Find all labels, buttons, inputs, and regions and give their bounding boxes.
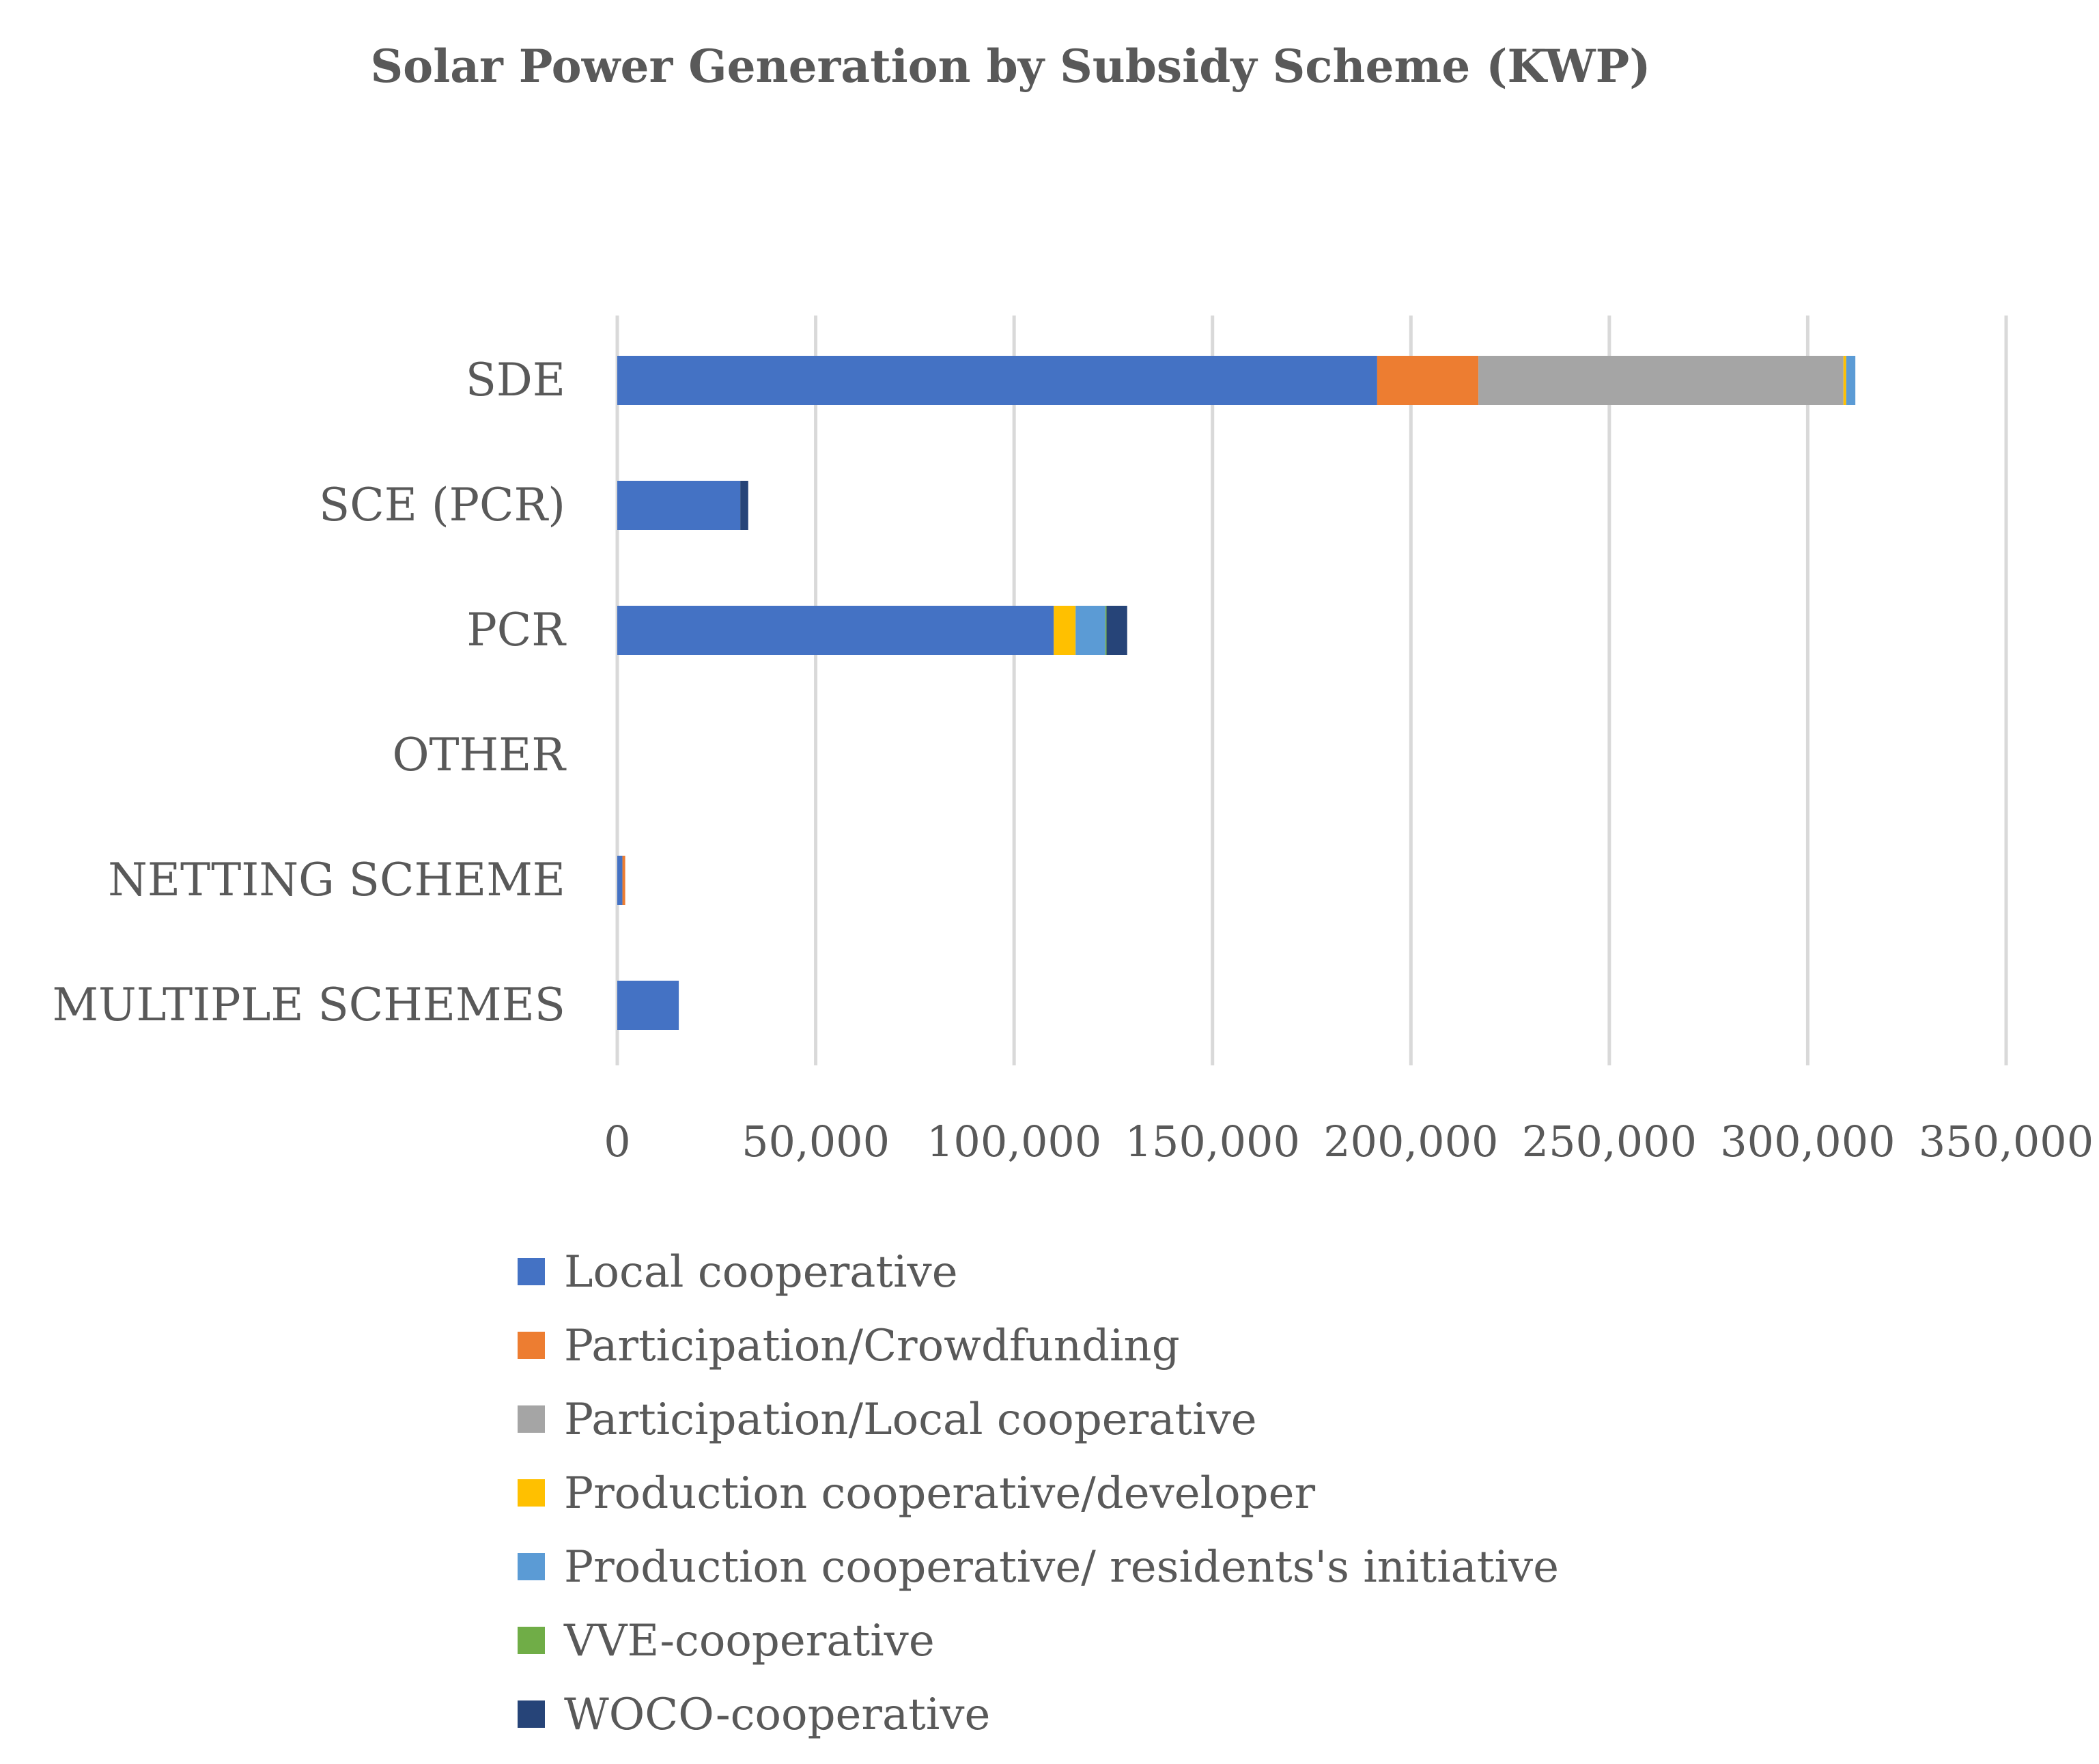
x-tick-labels: 0 50,000 100,000 150,000 200,000 250,000 300,0… xyxy=(604,1117,2094,1166)
bar-segment xyxy=(1075,606,1105,655)
legend-swatch xyxy=(518,1553,545,1580)
legend-swatch xyxy=(518,1405,545,1433)
bar-segment xyxy=(617,356,1377,405)
legend-label: WOCO-cooperative xyxy=(564,1690,990,1740)
category-label: MULTIPLE SCHEMES xyxy=(52,979,565,1031)
category-label: PCR xyxy=(466,604,567,656)
x-tick-label: 150,000 xyxy=(1125,1117,1300,1166)
legend-swatch xyxy=(518,1332,545,1359)
bar-segment xyxy=(617,606,1054,655)
bar-segment xyxy=(1846,356,1856,405)
bar-segment xyxy=(740,481,748,530)
bar-segment xyxy=(622,856,625,905)
legend-swatch xyxy=(518,1627,545,1654)
x-tick-label: 100,000 xyxy=(927,1117,1101,1166)
bar-segment xyxy=(1843,356,1846,405)
x-tick-label: 200,000 xyxy=(1323,1117,1498,1166)
category-label: OTHER xyxy=(392,729,567,781)
legend-label: Participation/Crowdfunding xyxy=(564,1321,1180,1371)
x-tick-label: 0 xyxy=(604,1117,630,1166)
legend-swatch xyxy=(518,1700,545,1728)
bar-segment xyxy=(617,981,679,1030)
legend-swatch xyxy=(518,1258,545,1285)
chart-title: Solar Power Generation by Subsidy Scheme… xyxy=(371,40,1651,93)
x-tick-label: 300,000 xyxy=(1720,1117,1895,1166)
x-tick-label: 350,000 xyxy=(1919,1117,2094,1166)
bar-segment xyxy=(1377,356,1479,405)
category-label: SCE (PCR) xyxy=(319,479,565,531)
x-tick-label: 250,000 xyxy=(1522,1117,1697,1166)
bar-segment xyxy=(617,481,741,530)
legend: Local cooperative Participation/Crowdfund… xyxy=(518,1247,1559,1740)
legend-label: Participation/Local cooperative xyxy=(564,1395,1257,1445)
category-labels: SDE SCE (PCR) PCR OTHER NETTING SCHEME MULTIP… xyxy=(52,354,567,1031)
legend-label: Local cooperative xyxy=(564,1247,958,1298)
legend-swatch xyxy=(518,1479,545,1507)
bar-segment xyxy=(1478,356,1844,405)
bar-segment xyxy=(1105,606,1107,655)
bar-segment xyxy=(1106,606,1127,655)
legend-label: VVE-cooperative xyxy=(563,1616,935,1666)
category-label: SDE xyxy=(466,354,565,406)
x-tick-label: 50,000 xyxy=(742,1117,890,1166)
bars xyxy=(617,356,1856,1030)
category-label: NETTING SCHEME xyxy=(108,854,565,906)
legend-label: Production cooperative/ residents's init… xyxy=(564,1542,1559,1593)
bar-segment xyxy=(617,856,623,905)
legend-label: Production cooperative/developer xyxy=(564,1468,1316,1519)
gridlines xyxy=(615,316,2008,1065)
bar-segment xyxy=(1054,606,1076,655)
